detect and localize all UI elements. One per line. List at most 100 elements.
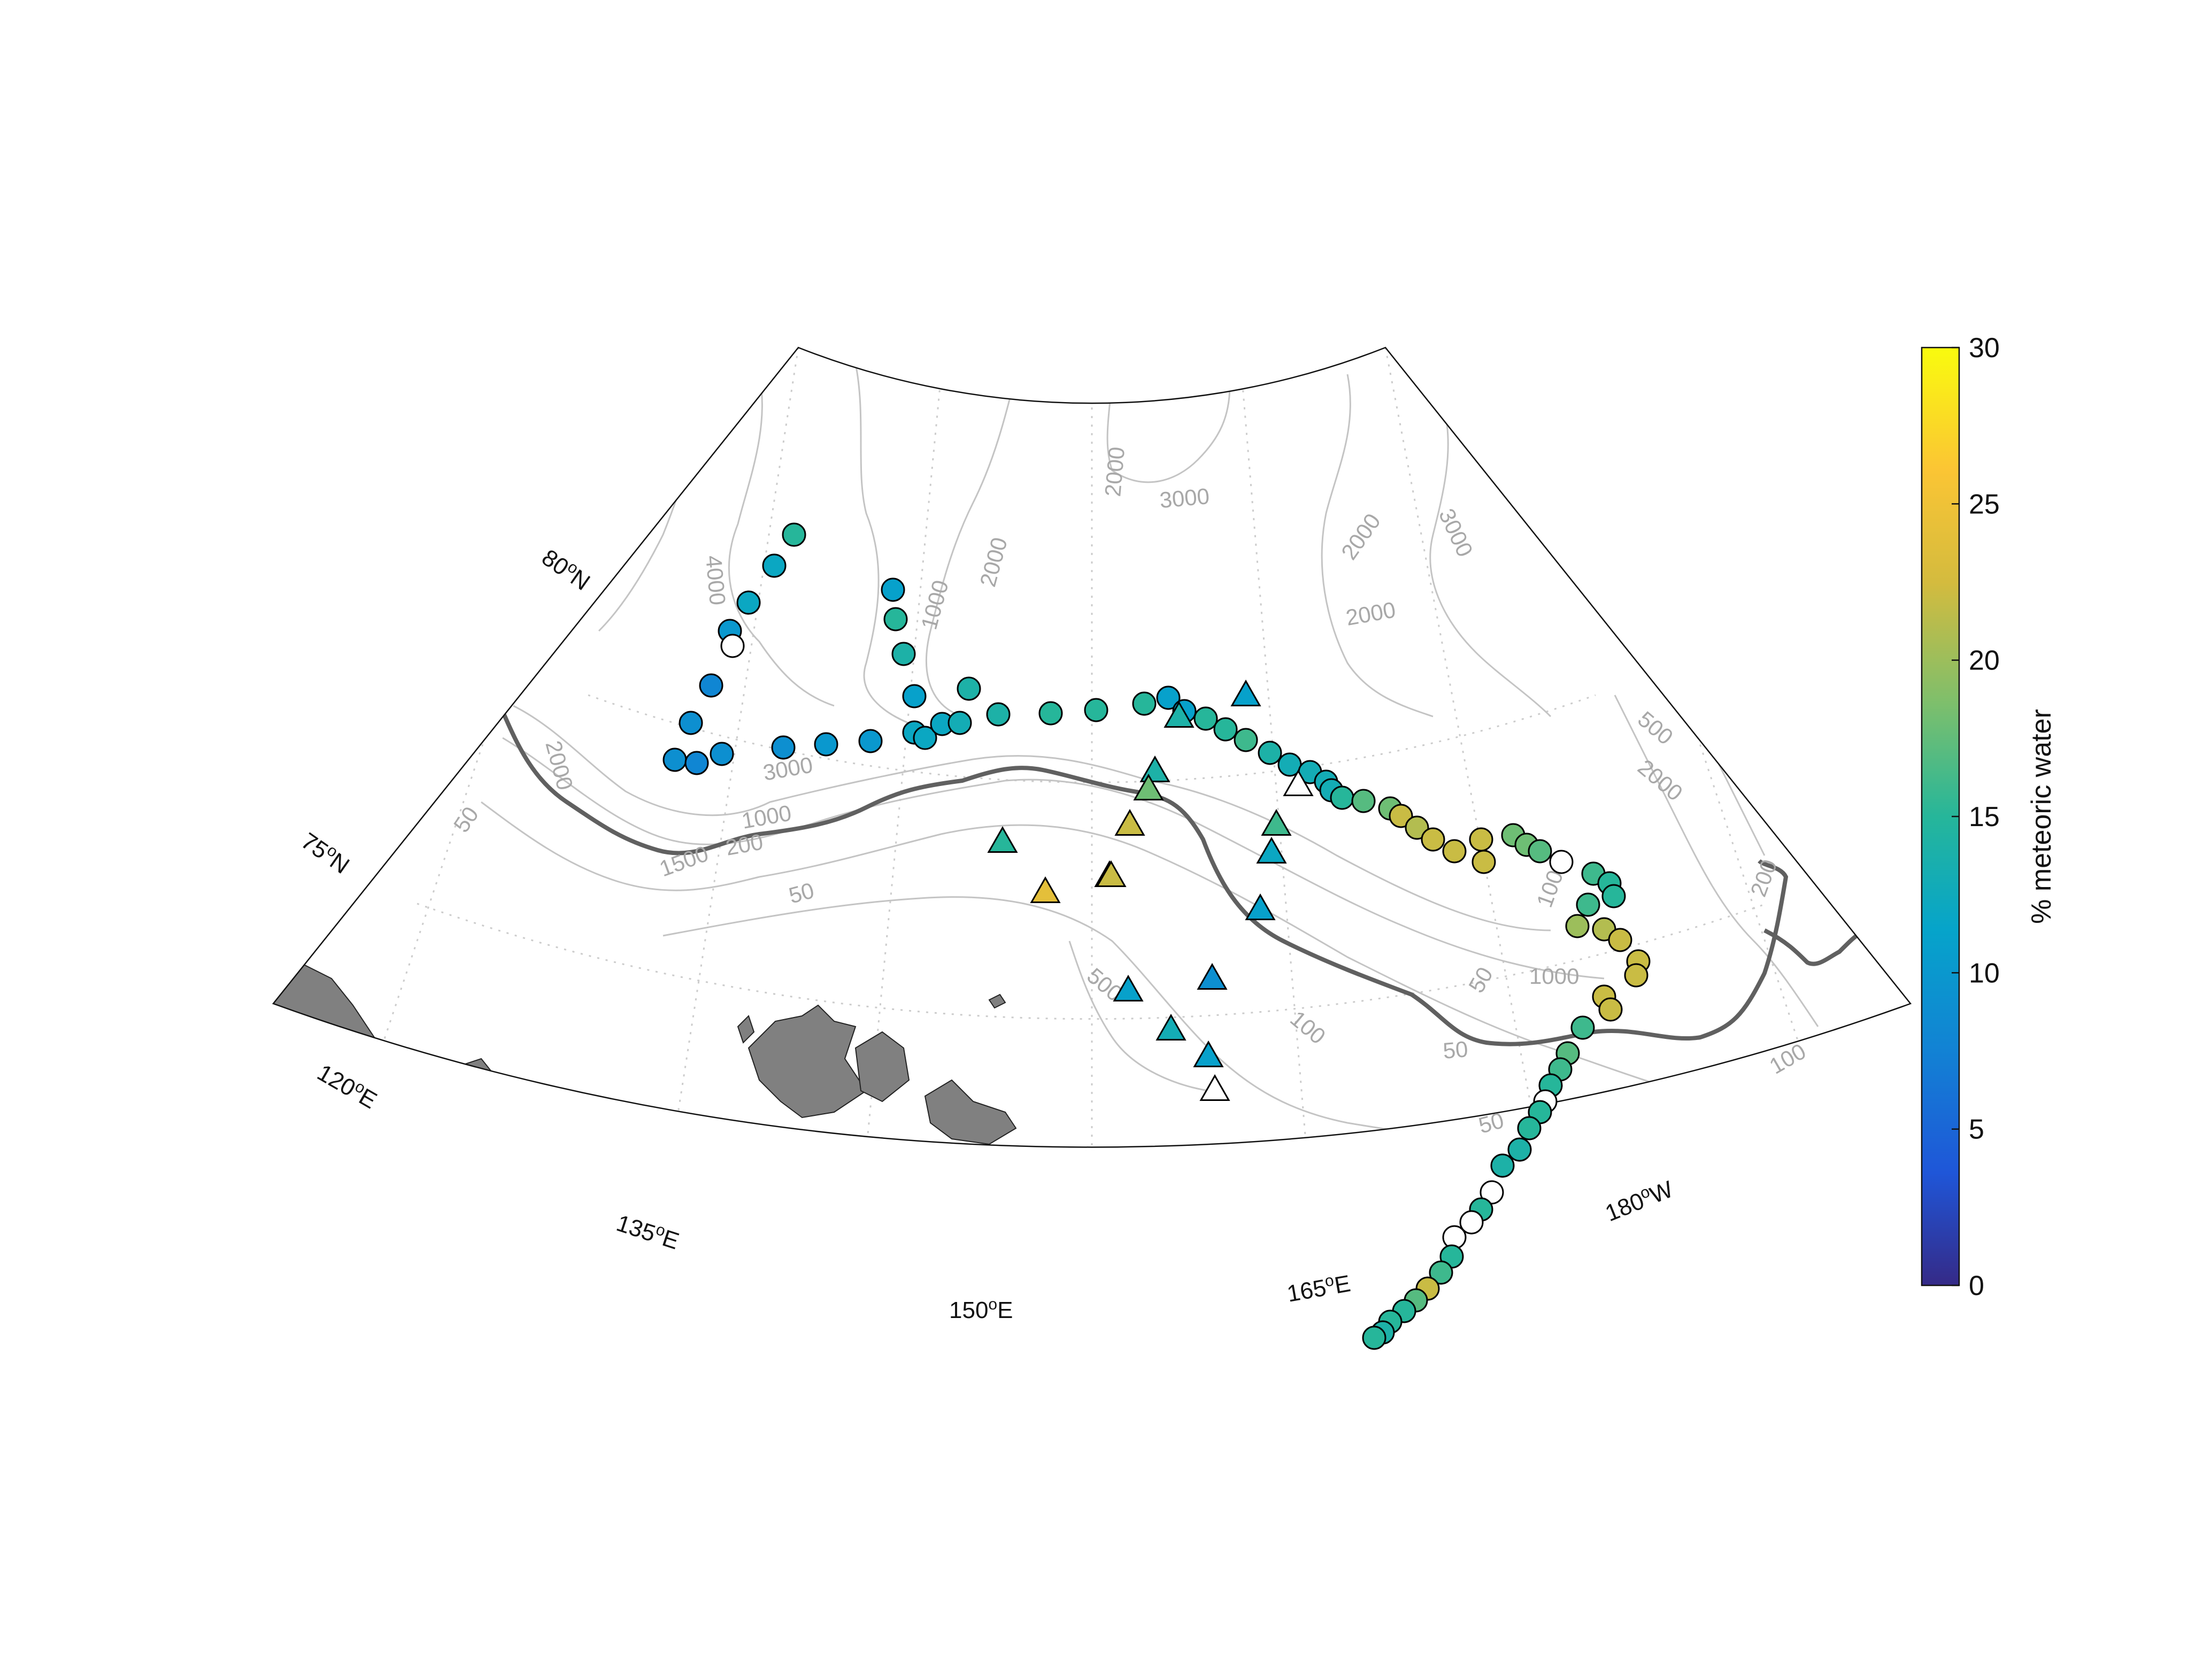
station-triangle-marker [1193, 1040, 1224, 1067]
station-circle-marker [1576, 892, 1600, 917]
station-triangle-marker [1256, 836, 1287, 864]
small-island-1 [791, 1155, 813, 1176]
shelf-break-east-segment [1763, 928, 1862, 966]
station-circle-marker [1469, 827, 1493, 852]
station-circle-marker [1132, 691, 1157, 716]
station-circle-marker [1459, 1210, 1484, 1235]
station-circle-marker [684, 751, 709, 775]
station-triangle-marker [1114, 808, 1145, 836]
new-siberian-islands-novaya-sibir [924, 1079, 1017, 1145]
station-circle-marker [891, 642, 916, 666]
station-circle-marker [1234, 728, 1258, 752]
contour-label: 3000 [1159, 483, 1211, 513]
station-circle-marker [913, 726, 937, 750]
station-circle-marker [1490, 1153, 1515, 1178]
station-triangle-marker [1261, 808, 1292, 836]
new-siberian-islands-faddeyevsky [854, 1031, 910, 1103]
bolshoy-lyakhovsky [775, 1187, 850, 1240]
station-circle-marker [1156, 685, 1181, 710]
station-markers [662, 522, 1651, 1350]
station-circle-marker [1213, 717, 1238, 742]
small-island-2 [737, 1015, 755, 1044]
station-circle-marker [1351, 789, 1376, 813]
station-circle-marker [1598, 997, 1623, 1022]
station-circle-marker [1507, 1137, 1532, 1162]
station-circle-marker [782, 522, 806, 547]
station-circle-marker [736, 590, 761, 615]
station-circle-marker [1442, 839, 1467, 864]
station-circle-marker [947, 711, 972, 735]
station-circle-marker [771, 735, 796, 760]
station-triangle-marker [1155, 1013, 1187, 1041]
station-circle-marker [1570, 1015, 1595, 1040]
station-circle-marker [1471, 850, 1496, 874]
colorbar-tick-label: 5 [1969, 1114, 1984, 1145]
station-triangle-marker [1197, 962, 1228, 990]
bennett-island [988, 993, 1006, 1009]
station-circle-marker [1608, 928, 1632, 952]
station-circle-marker [1517, 1116, 1542, 1140]
colorbar-tick-label: 25 [1969, 489, 2000, 520]
station-circle-marker [679, 711, 703, 735]
station-circle-marker [1624, 963, 1648, 988]
station-triangle-marker [1230, 679, 1261, 706]
station-circle-marker [1389, 804, 1413, 828]
station-triangle-marker [1283, 769, 1314, 796]
lon-label-150E: 150oE [949, 1296, 1013, 1323]
station-circle-marker [1480, 1180, 1504, 1205]
station-circle-marker [1528, 839, 1552, 864]
station-circle-marker [1258, 741, 1282, 765]
station-triangle-marker [1133, 773, 1164, 800]
contour-label: 2000 [1100, 446, 1129, 498]
colorbar-tick-label: 0 [1969, 1270, 1984, 1301]
map-frame-background [273, 348, 1910, 1147]
colorbar-tick-label: 15 [1969, 802, 2000, 833]
station-circle-marker [1405, 815, 1429, 840]
contour-label: 4000 [701, 554, 730, 606]
lon-label-135E: 135oE [613, 1208, 683, 1254]
station-triangle-marker [1164, 700, 1195, 728]
lon-label-180W: 180oW [1601, 1175, 1677, 1227]
station-circle-marker [762, 553, 787, 578]
station-circle-marker [883, 607, 908, 631]
station-circle-marker [1601, 884, 1626, 908]
lon-label-165E: 165oE [1285, 1269, 1353, 1307]
lat-label-80: 80oN [537, 543, 596, 596]
colorbar-label: % meteoric water [2026, 709, 2057, 924]
station-circle-marker [720, 634, 745, 658]
station-circle-marker [902, 684, 927, 708]
station-triangle-marker [1030, 876, 1061, 903]
station-circle-marker [1084, 698, 1108, 722]
station-circle-marker [699, 673, 723, 698]
station-circle-marker [1565, 914, 1590, 938]
contour-label: 1000 [1529, 964, 1579, 989]
station-circle-marker [710, 742, 734, 766]
colorbar-tick-label: 10 [1969, 958, 2000, 989]
colorbar-ticks: 0 5 10 15 20 25 30 [1952, 333, 2000, 1301]
station-circle-marker [814, 732, 838, 757]
station-circle-marker [1038, 701, 1063, 726]
shelf-break-200m-line [500, 710, 1789, 1046]
station-circle-marker [1549, 850, 1574, 874]
station-circle-marker [1421, 827, 1445, 852]
colorbar: 0 5 10 15 20 25 30 % meteoric water [1921, 333, 2057, 1301]
new-siberian-islands-kotelny [748, 1004, 867, 1119]
station-circle-marker [1362, 1325, 1386, 1350]
station-circle-marker [1429, 1260, 1453, 1285]
station-triangle-marker [1113, 974, 1144, 1001]
station-triangle-marker [1199, 1074, 1230, 1101]
station-triangle-marker [1245, 893, 1276, 920]
station-triangle-marker [987, 826, 1018, 853]
station-circle-marker [957, 676, 981, 701]
lon-label-120E: 120oE [313, 1058, 382, 1114]
station-circle-marker [1330, 785, 1354, 810]
station-triangle-marker [1096, 860, 1127, 887]
colorbar-tick-label: 30 [1969, 333, 2000, 364]
station-circle-marker [662, 747, 687, 772]
lat-label-75: 75oN [296, 827, 355, 879]
station-circle-marker [1193, 706, 1218, 731]
station-circle-marker [858, 729, 883, 753]
station-circle-marker [881, 577, 905, 602]
map-frame [272, 346, 1912, 1148]
